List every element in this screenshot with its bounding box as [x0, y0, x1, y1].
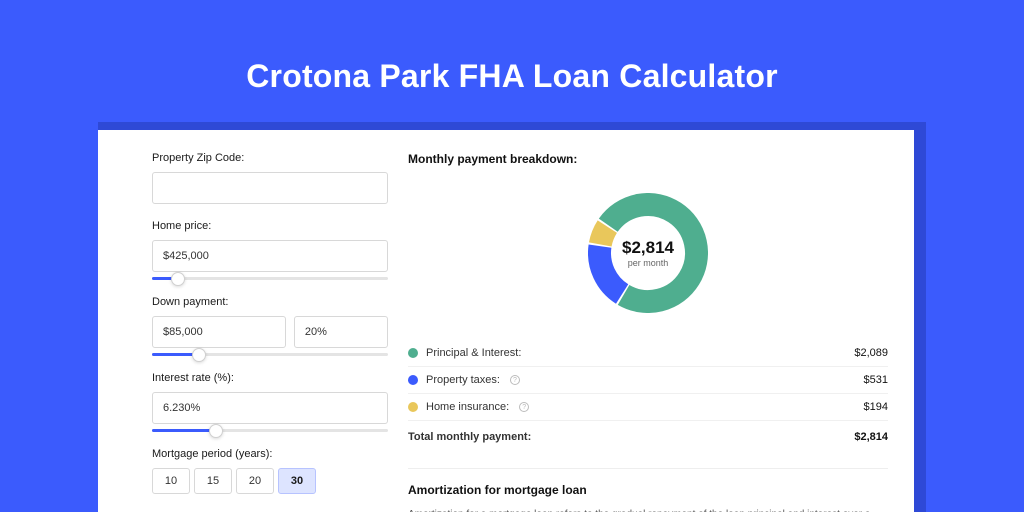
amortization-text: Amortization for a mortgage loan refers … — [408, 507, 888, 512]
legend-name-1: Property taxes: — [426, 374, 500, 386]
donut-amount: $2,814 — [622, 238, 674, 258]
zip-group: Property Zip Code: — [152, 152, 388, 204]
breakdown-column: Monthly payment breakdown: $2,814 per mo… — [398, 130, 914, 512]
total-label: Total monthly payment: — [408, 431, 531, 443]
legend-dot-2 — [408, 402, 418, 412]
home-price-input[interactable] — [152, 240, 388, 272]
down-payment-label: Down payment: — [152, 296, 388, 308]
interest-input[interactable] — [152, 392, 388, 424]
home-price-slider-track[interactable] — [152, 277, 388, 280]
legend: Principal & Interest: $2,089 Property taxe… — [408, 340, 888, 421]
period-option-20[interactable]: 20 — [236, 468, 274, 494]
amortization-title: Amortization for mortgage loan — [408, 483, 888, 497]
legend-name-2: Home insurance: — [426, 401, 509, 413]
info-icon[interactable]: ? — [519, 402, 529, 412]
period-option-30[interactable]: 30 — [278, 468, 316, 494]
down-payment-percent-input[interactable] — [294, 316, 388, 348]
home-price-label: Home price: — [152, 220, 388, 232]
down-payment-slider-thumb[interactable] — [192, 348, 206, 362]
interest-slider-fill — [152, 429, 216, 432]
legend-row-0: Principal & Interest: $2,089 — [408, 340, 888, 367]
interest-slider-thumb[interactable] — [209, 424, 223, 438]
period-option-15[interactable]: 15 — [194, 468, 232, 494]
donut-slice-home_insurance — [600, 227, 607, 245]
legend-dot-0 — [408, 348, 418, 358]
interest-label: Interest rate (%): — [152, 372, 388, 384]
period-option-10[interactable]: 10 — [152, 468, 190, 494]
donut-wrap: $2,814 per month — [408, 178, 888, 328]
home-price-slider-thumb[interactable] — [171, 272, 185, 286]
home-price-group: Home price: — [152, 220, 388, 272]
legend-value-1: $531 — [864, 374, 888, 386]
period-group: Mortgage period (years): 10152030 — [152, 448, 388, 494]
legend-row-2: Home insurance:? $194 — [408, 394, 888, 421]
page-title: Crotona Park FHA Loan Calculator — [0, 0, 1024, 125]
donut-slice-property_taxes — [600, 246, 623, 294]
donut-center: $2,814 per month — [622, 238, 674, 268]
down-payment-amount-input[interactable] — [152, 316, 286, 348]
period-options: 10152030 — [152, 468, 388, 494]
legend-row-1: Property taxes:? $531 — [408, 367, 888, 394]
down-payment-group: Down payment: — [152, 296, 388, 348]
legend-value-0: $2,089 — [854, 347, 888, 359]
calculator-panel: Property Zip Code: Home price: Down paym… — [98, 130, 914, 512]
zip-input[interactable] — [152, 172, 388, 204]
form-column: Property Zip Code: Home price: Down paym… — [98, 130, 398, 512]
legend-name-0: Principal & Interest: — [426, 347, 521, 359]
breakdown-title: Monthly payment breakdown: — [408, 152, 888, 166]
interest-group: Interest rate (%): — [152, 372, 388, 424]
info-icon[interactable]: ? — [510, 375, 520, 385]
zip-label: Property Zip Code: — [152, 152, 388, 164]
amortization-section: Amortization for mortgage loan Amortizat… — [408, 468, 888, 512]
legend-value-2: $194 — [864, 401, 888, 413]
total-row: Total monthly payment: $2,814 — [408, 421, 888, 450]
legend-dot-1 — [408, 375, 418, 385]
donut-sub: per month — [622, 258, 674, 268]
period-label: Mortgage period (years): — [152, 448, 388, 460]
donut-chart: $2,814 per month — [588, 193, 708, 313]
page-background: Crotona Park FHA Loan Calculator Propert… — [0, 0, 1024, 512]
total-value: $2,814 — [854, 431, 888, 443]
